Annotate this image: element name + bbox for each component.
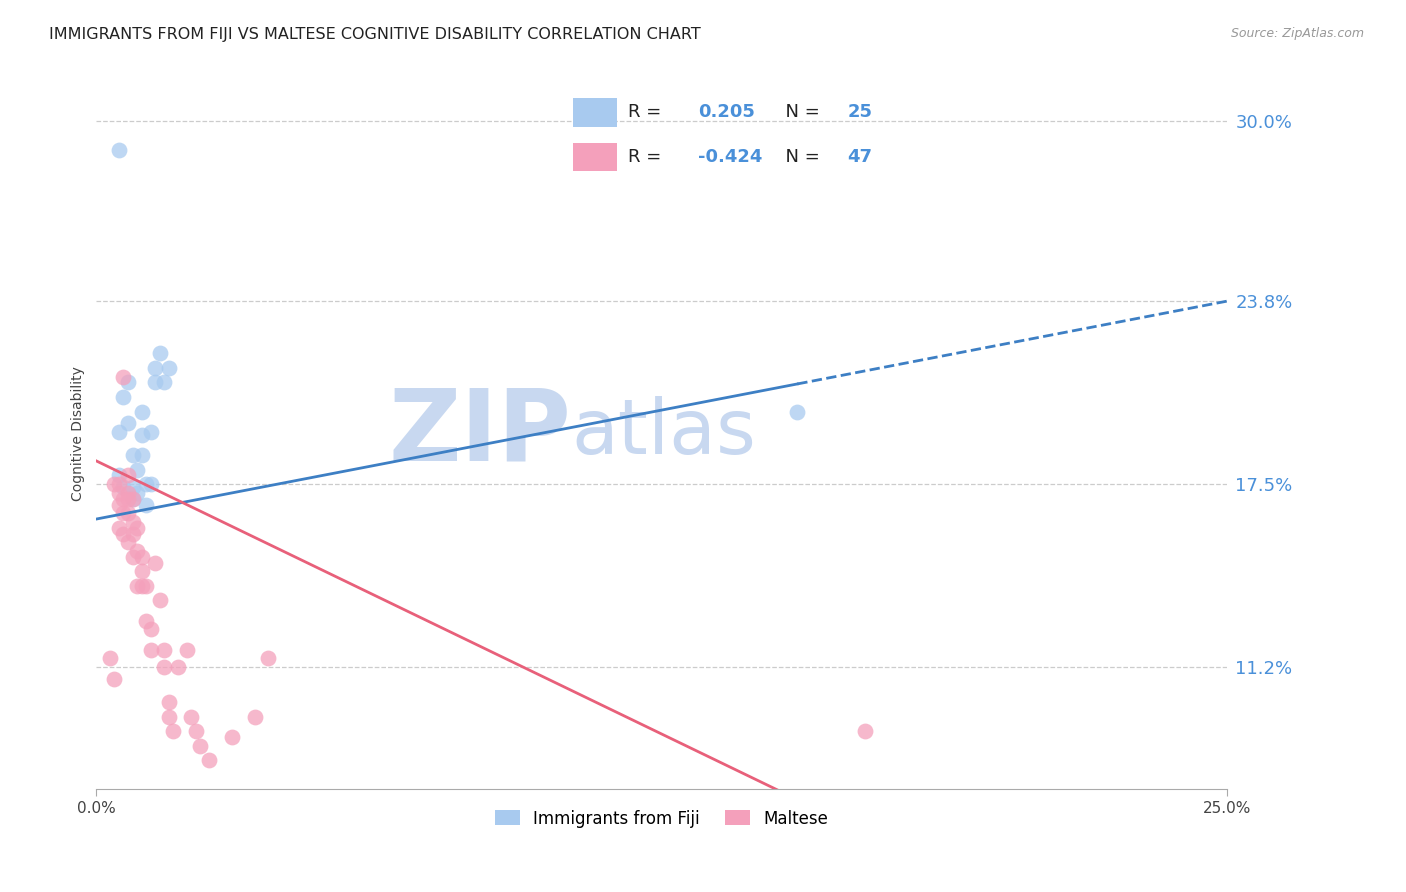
Point (121, 515, 143, 529)
Point (117, 486, 139, 500)
Text: 0.205: 0.205 (697, 103, 755, 121)
Point (125, 521, 148, 535)
Point (117, 376, 139, 390)
Y-axis label: Cognitive Disability: Cognitive Disability (72, 366, 86, 500)
Point (121, 448, 143, 462)
Point (117, 535, 139, 549)
Text: N =: N = (775, 148, 825, 166)
Point (221, 730, 243, 744)
Point (176, 642, 198, 657)
Point (112, 390, 135, 404)
Point (108, 486, 131, 500)
Point (121, 480, 143, 494)
Point (112, 491, 135, 506)
Point (786, 404, 808, 418)
Point (121, 526, 143, 541)
Point (257, 651, 280, 665)
Point (131, 549, 153, 564)
Point (853, 724, 876, 739)
FancyBboxPatch shape (574, 143, 617, 171)
Point (162, 724, 184, 739)
Point (153, 660, 176, 674)
Point (131, 579, 153, 593)
Point (108, 143, 131, 157)
Point (98, 651, 121, 665)
Point (112, 480, 135, 494)
Point (121, 549, 143, 564)
Point (184, 724, 207, 739)
Point (157, 695, 180, 709)
Point (149, 346, 172, 360)
Point (157, 709, 180, 723)
Text: IMMIGRANTS FROM FIJI VS MALTESE COGNITIVE DISABILITY CORRELATION CHART: IMMIGRANTS FROM FIJI VS MALTESE COGNITIV… (49, 27, 702, 42)
Point (143, 556, 166, 570)
Point (108, 498, 131, 512)
Point (108, 477, 131, 491)
Text: R =: R = (628, 103, 668, 121)
Text: ZIP: ZIP (388, 384, 571, 482)
Point (143, 376, 166, 390)
Point (125, 486, 148, 500)
Text: 25: 25 (848, 103, 873, 121)
Point (166, 660, 188, 674)
Point (125, 463, 148, 477)
Point (149, 593, 172, 607)
Point (135, 477, 157, 491)
Point (125, 579, 148, 593)
Point (135, 579, 157, 593)
Point (108, 425, 131, 439)
Point (131, 427, 153, 442)
Point (117, 491, 139, 506)
Point (157, 361, 180, 376)
Point (112, 369, 135, 384)
Point (131, 448, 153, 462)
Point (103, 477, 125, 491)
Point (243, 709, 266, 723)
Point (180, 709, 202, 723)
Text: R =: R = (628, 148, 668, 166)
Point (143, 361, 166, 376)
Point (112, 526, 135, 541)
Point (117, 416, 139, 430)
Point (139, 642, 162, 657)
Point (153, 642, 176, 657)
Point (198, 753, 221, 767)
Text: -0.424: -0.424 (697, 148, 762, 166)
Point (117, 506, 139, 520)
Text: N =: N = (775, 103, 825, 121)
Point (131, 404, 153, 418)
Point (112, 506, 135, 520)
Point (139, 425, 162, 439)
Text: Source: ZipAtlas.com: Source: ZipAtlas.com (1230, 27, 1364, 40)
Point (139, 477, 162, 491)
Legend: Immigrants from Fiji, Maltese: Immigrants from Fiji, Maltese (488, 803, 835, 834)
Point (135, 614, 157, 628)
Point (108, 521, 131, 535)
Point (121, 491, 143, 506)
Point (135, 498, 157, 512)
Point (190, 739, 212, 753)
Point (125, 544, 148, 558)
Text: 47: 47 (848, 148, 873, 166)
Point (153, 376, 176, 390)
Point (117, 468, 139, 483)
Text: atlas: atlas (571, 396, 756, 470)
Point (121, 491, 143, 506)
Point (139, 623, 162, 637)
Point (103, 672, 125, 686)
Point (131, 565, 153, 579)
Point (108, 468, 131, 483)
FancyBboxPatch shape (574, 98, 617, 127)
